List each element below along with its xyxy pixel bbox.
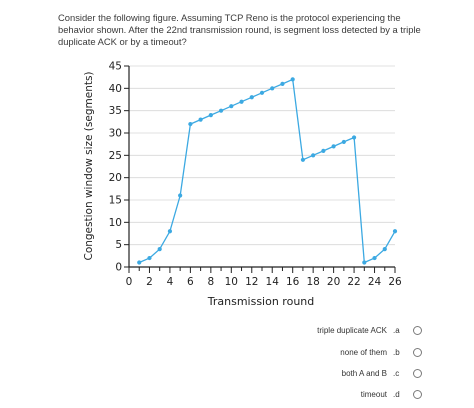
y-tick-label: 15 [109, 195, 122, 207]
data-point [259, 90, 265, 95]
option-b-radio[interactable] [413, 347, 422, 357]
y-tick-label: 45 [109, 61, 122, 73]
y-tick-label: 35 [109, 105, 122, 117]
data-point [351, 135, 357, 140]
data-point [331, 144, 336, 149]
x-tick-label: 4 [167, 276, 174, 288]
option-c-radio[interactable] [413, 368, 422, 378]
data-point [218, 108, 224, 113]
data-point [157, 247, 162, 252]
data-point [341, 139, 346, 145]
question-text: Consider the following figure. Assuming … [58, 12, 421, 47]
option-d-label: timeout [360, 389, 387, 399]
y-tick-label: 40 [109, 83, 122, 95]
option-d[interactable]: timeout .d [361, 386, 422, 402]
data-point [392, 229, 398, 234]
option-d-radio[interactable] [413, 389, 422, 399]
x-axis-ticks: 0 2 4 6 8 10 12 14 16 18 20 22 24 26 [126, 267, 402, 288]
data-point [362, 260, 367, 265]
data-point [270, 86, 275, 91]
option-b[interactable]: none of them .b [340, 344, 422, 360]
option-b-key: .b [393, 347, 400, 357]
data-point [280, 81, 285, 86]
x-tick-label: 20 [327, 276, 340, 288]
data-point [382, 247, 387, 252]
chart-axes [128, 66, 395, 268]
x-tick-label: 6 [187, 276, 194, 288]
y-tick-label: 30 [109, 128, 122, 140]
x-tick-label: 18 [306, 276, 319, 288]
x-tick-label: 24 [368, 276, 382, 288]
option-c-key: .c [393, 368, 400, 378]
option-c[interactable]: both A and B .c [342, 365, 422, 381]
option-b-label: none of them [340, 347, 387, 357]
option-c-label: both A and B [341, 368, 387, 378]
data-point [311, 153, 316, 158]
x-tick-label: 14 [266, 276, 280, 288]
data-point [188, 121, 193, 127]
x-tick-label: 26 [388, 276, 402, 288]
data-point [178, 193, 183, 198]
data-point [208, 113, 213, 118]
x-tick-label: 12 [245, 276, 258, 288]
data-point [137, 260, 142, 265]
data-point [372, 255, 377, 261]
data-point [229, 104, 234, 109]
x-tick-label: 22 [347, 276, 360, 288]
x-tick-label: 0 [126, 276, 133, 288]
chart-grid [129, 65, 395, 246]
data-point [321, 148, 326, 153]
x-tick-label: 8 [208, 276, 215, 288]
series-line [138, 78, 396, 264]
data-point [239, 99, 244, 104]
y-tick-label: 25 [109, 150, 122, 162]
option-a-radio[interactable] [413, 325, 422, 335]
data-point [249, 95, 254, 100]
y-tick-label: 10 [109, 217, 122, 229]
option-a-key: .a [393, 325, 400, 335]
x-tick-label: 16 [286, 276, 300, 288]
option-a-label: triple duplicate ACK [317, 325, 387, 335]
y-tick-label: 0 [115, 262, 122, 274]
y-tick-label: 20 [109, 172, 122, 184]
x-tick-label: 2 [146, 276, 153, 288]
data-point [198, 117, 203, 122]
option-d-key: .d [393, 389, 400, 399]
x-tick-label: 10 [225, 276, 238, 288]
data-point [300, 157, 306, 162]
data-point [290, 77, 295, 82]
data-point [147, 255, 152, 261]
x-axis-label: Transmission round [207, 295, 315, 308]
y-axis-ticks: 0 5 10 15 20 25 30 35 40 45 [109, 61, 129, 274]
chart-series [137, 77, 398, 265]
y-axis-label: Congestion window size (segments) [83, 71, 95, 260]
option-a[interactable]: triple duplicate ACK .a [317, 322, 422, 338]
data-point [167, 229, 173, 234]
y-tick-label: 5 [115, 239, 122, 251]
